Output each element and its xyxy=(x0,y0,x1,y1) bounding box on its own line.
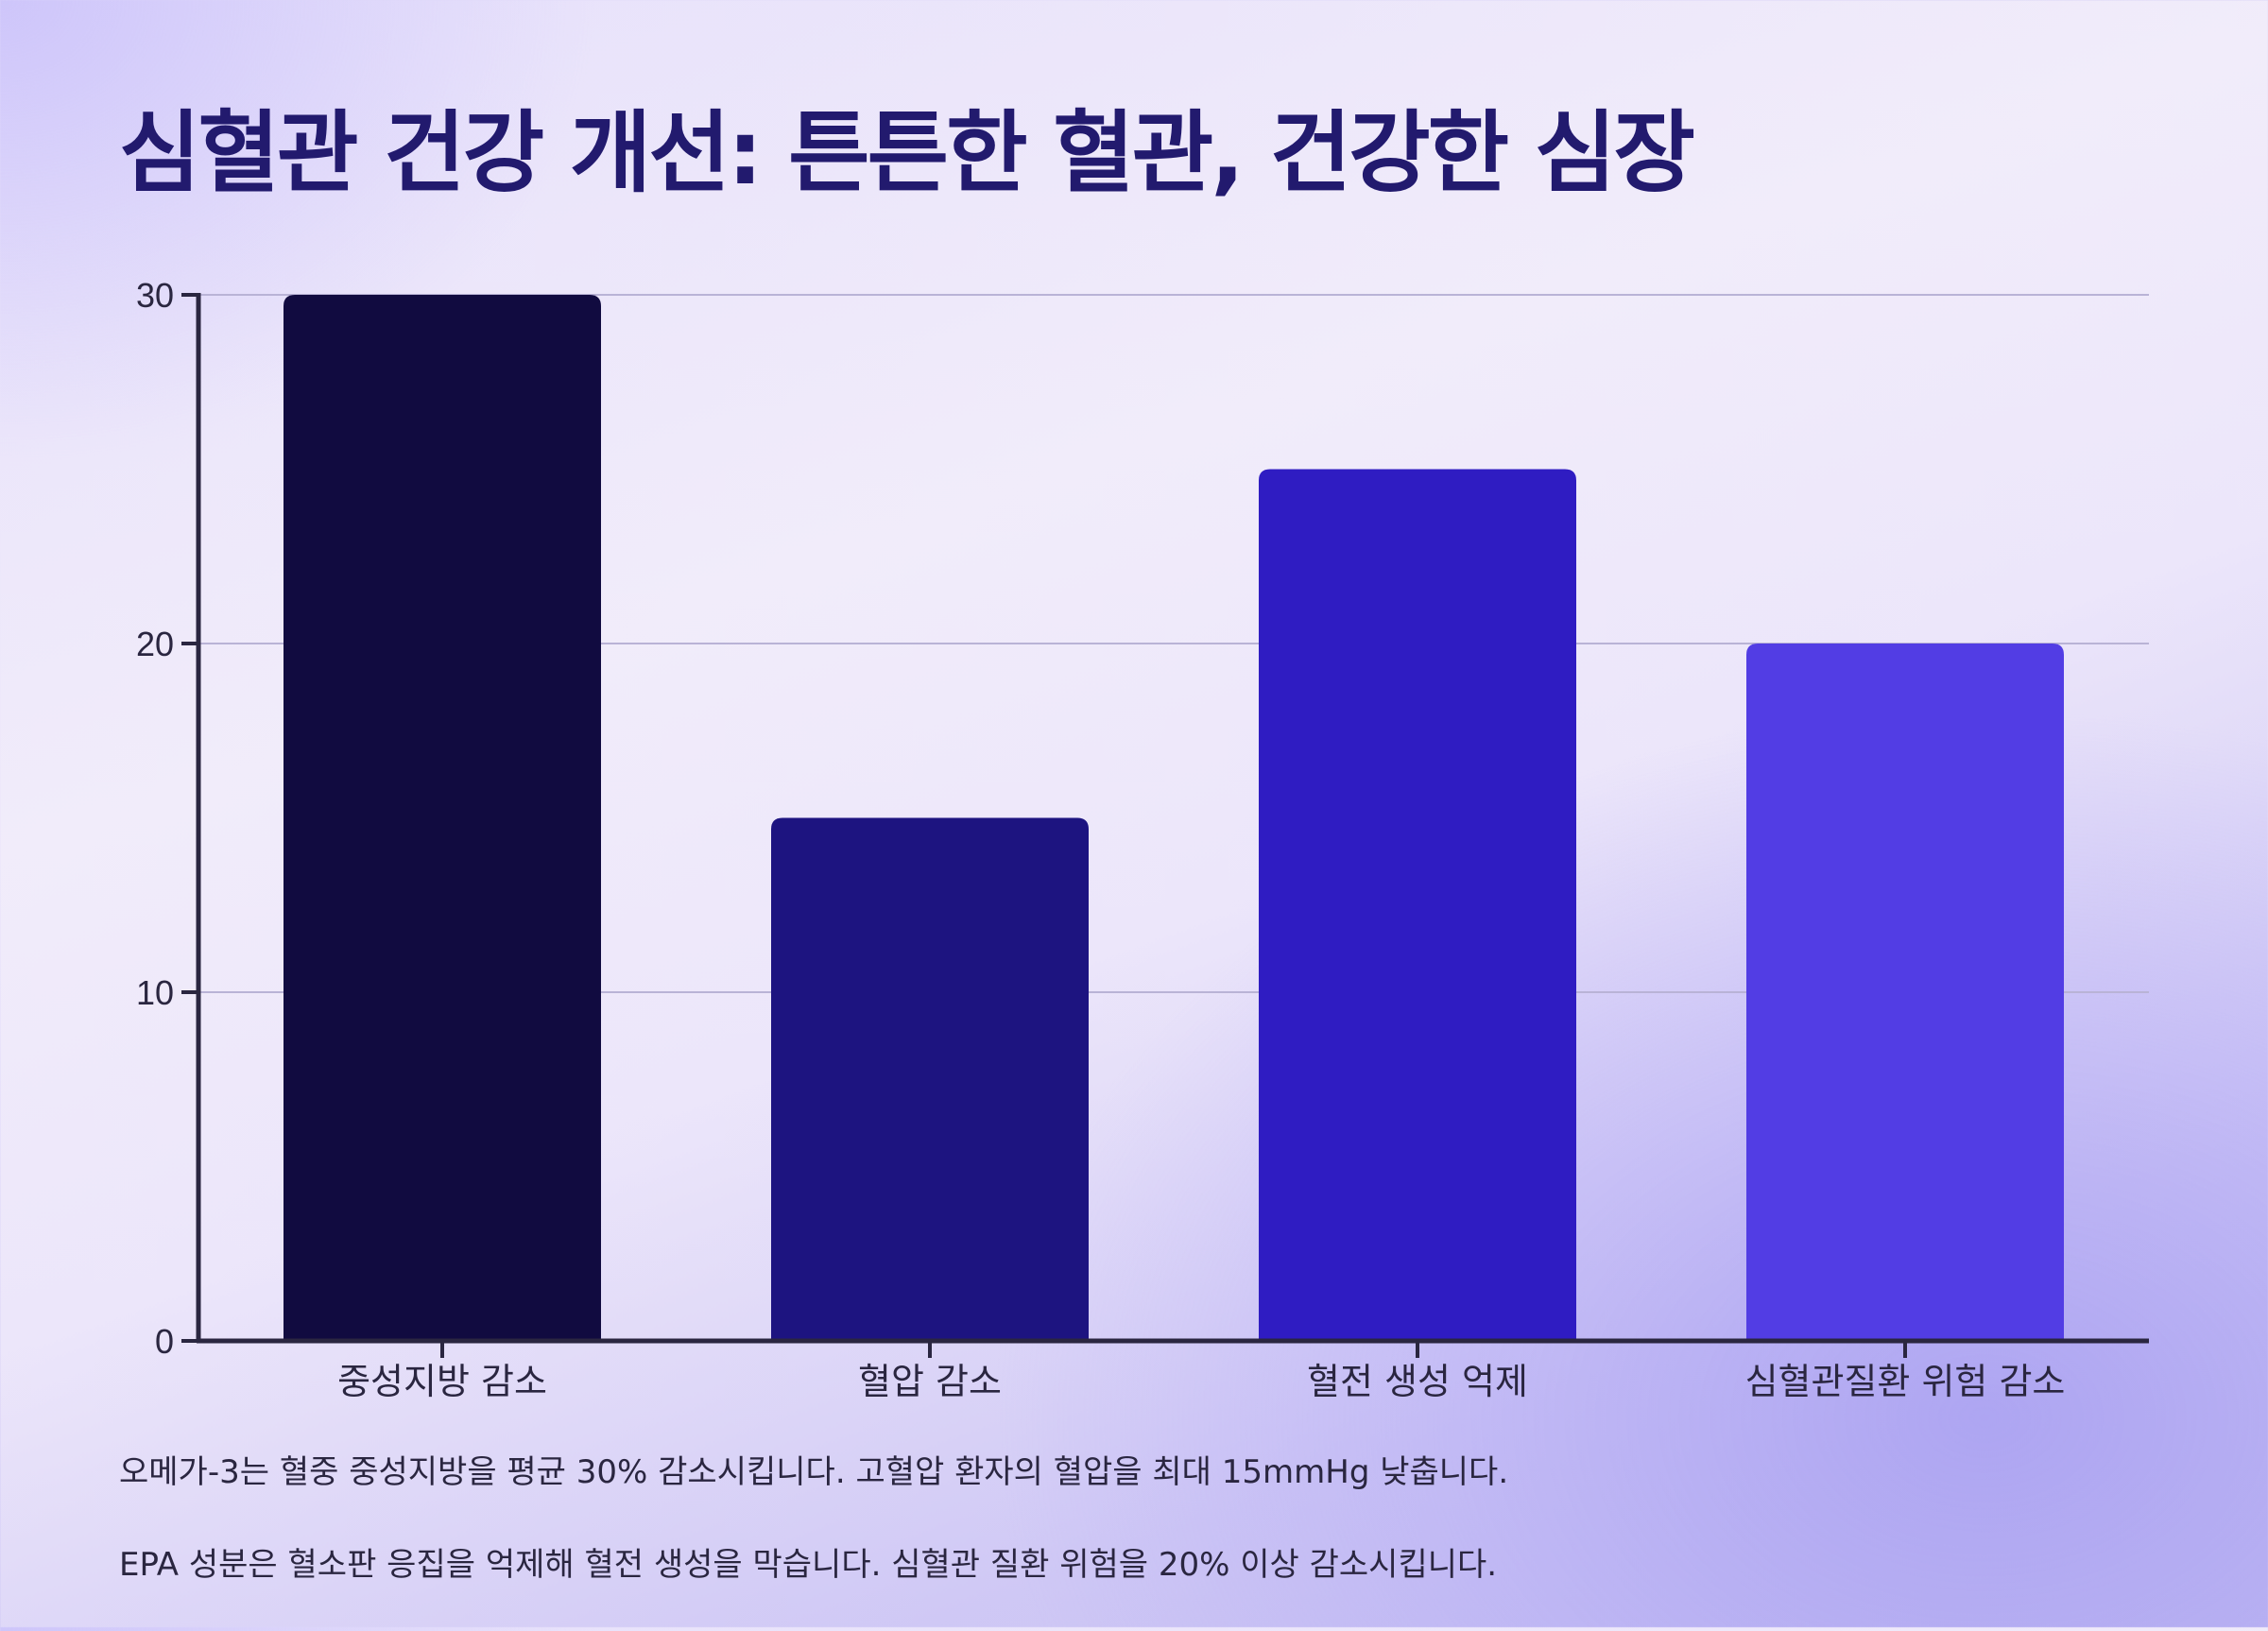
note-1: 오메가-3는 혈중 중성지방을 평균 30% 감소시킵니다. 고혈압 환자의 혈… xyxy=(119,1453,1509,1491)
note-2: EPA 성분은 혈소판 응집을 억제해 혈전 생성을 막습니다. 심혈관 질환 … xyxy=(119,1546,1498,1584)
page-title: 심혈관 건강 개선: 튼튼한 혈관, 건강한 심장 xyxy=(119,102,1695,205)
x-tick-label: 중성지방 감소 xyxy=(337,1361,547,1402)
axes xyxy=(181,293,2149,1358)
y-tick-label: 30 xyxy=(136,276,174,315)
x-tick-label: 혈압 감소 xyxy=(858,1361,1002,1402)
y-tick-label: 0 xyxy=(155,1322,174,1361)
tick-labels: 0 10 20 30 중성지방 감소 혈압 감소 혈전 생성 억제 심혈관질환 위험 감소 xyxy=(136,276,2065,1402)
bar xyxy=(771,817,1089,1341)
x-tick-label: 심혈관질환 위험 감소 xyxy=(1745,1361,2066,1402)
bar xyxy=(1746,644,2064,1341)
x-tick-label: 혈전 생성 억제 xyxy=(1307,1361,1528,1402)
y-tick-label: 10 xyxy=(136,973,174,1012)
notes: 오메가-3는 혈중 중성지방을 평균 30% 감소시킵니다. 고혈압 환자의 혈… xyxy=(119,1446,2198,1631)
bar xyxy=(284,295,601,1341)
bars xyxy=(284,295,2064,1341)
y-tick-label: 20 xyxy=(136,625,174,663)
bar xyxy=(1259,469,1576,1341)
